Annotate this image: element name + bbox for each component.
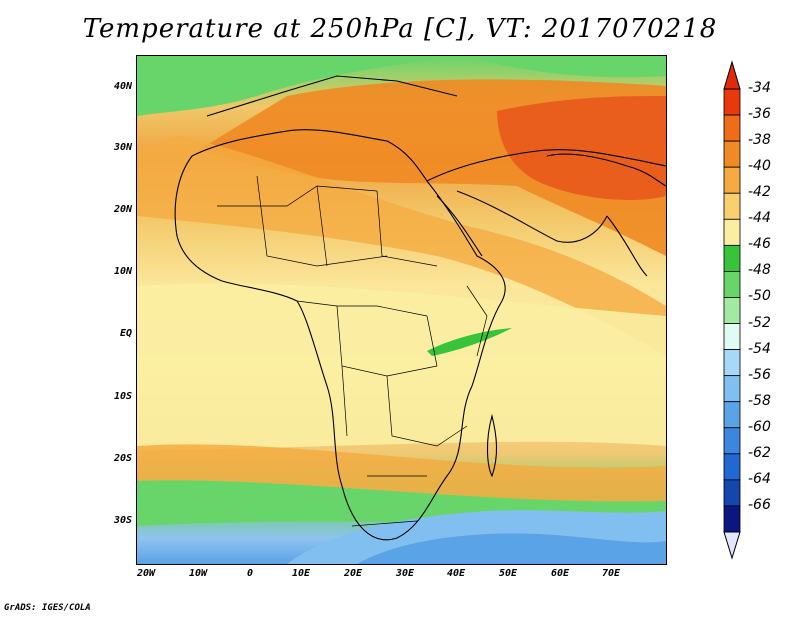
band-40 — [137, 136, 666, 356]
northwest-green — [137, 56, 457, 116]
lat-label-10n: 10N — [113, 266, 132, 277]
lon-label-30e: 30E — [395, 568, 415, 579]
colorbar-swatch — [723, 244, 741, 272]
colorbar-label: -56 — [748, 366, 771, 383]
colorbar-swatch — [723, 323, 741, 350]
colorbar-swatch — [723, 271, 741, 298]
lat-label-eq: EQ — [119, 328, 132, 339]
colorbar-swatch — [723, 401, 741, 429]
colorbar-label: -34 — [748, 80, 771, 96]
colorbar-label: -64 — [748, 470, 771, 487]
colorbar-label: -62 — [748, 444, 771, 461]
lon-label-40e: 40E — [446, 568, 466, 579]
grads-credit: GrADS: IGES/COLA — [4, 603, 91, 613]
colorbar-swatch — [723, 349, 741, 377]
colorbar-swatch — [723, 479, 741, 507]
colorbar-label: -52 — [748, 314, 771, 331]
colorbar-swatch — [723, 88, 741, 116]
lon-label-70e: 70E — [601, 568, 621, 579]
map-title: Temperature at 250hPa [C], VT: 201707021… — [82, 14, 718, 44]
lat-label-20s: 20S — [113, 453, 132, 464]
colorbar-label: -42 — [748, 184, 771, 201]
colorbar-label: -40 — [748, 158, 771, 175]
north-green-east — [467, 56, 666, 78]
colorbar-label: -48 — [748, 262, 771, 279]
colorbar-swatch — [723, 140, 741, 168]
colorbar-swatch — [723, 453, 741, 481]
colorbar-label: -44 — [748, 210, 771, 227]
colorbar — [723, 60, 741, 560]
colorbar-swatch — [723, 375, 741, 403]
colorbar-top-triangle — [723, 60, 741, 90]
lat-label-40n: 40N — [113, 81, 132, 92]
colorbar-swatch — [723, 427, 741, 455]
map-plot-area — [136, 55, 667, 565]
colorbar-label: -54 — [748, 340, 771, 357]
lon-label-60e: 60E — [550, 568, 570, 579]
colorbar-swatch — [723, 192, 741, 220]
colorbar-swatch — [723, 114, 741, 142]
lat-label-30s: 30S — [113, 515, 132, 526]
colorbar-label: -38 — [748, 132, 771, 149]
colorbar-label: -46 — [748, 236, 771, 253]
hot-core-asia — [497, 96, 666, 201]
lon-label-20e: 20E — [343, 568, 363, 579]
colorbar-swatch — [723, 297, 741, 324]
coldest-south — [357, 533, 666, 564]
colorbar-label: -50 — [748, 288, 771, 305]
colorbar-swatch — [723, 218, 741, 246]
lon-label-10w: 10W — [188, 568, 208, 579]
country-borders — [217, 175, 488, 527]
east-africa-green-patch — [427, 328, 512, 356]
colorbar-bottom-triangle — [723, 531, 741, 560]
colorbar-label: -58 — [748, 392, 771, 409]
colorbar-label: -66 — [748, 496, 771, 513]
colorbar-label: -36 — [748, 106, 771, 123]
colorbar-label: -60 — [748, 418, 771, 435]
colorbar-swatch — [723, 505, 741, 533]
africa-pale-belt — [137, 283, 666, 451]
lat-label-30n: 30N — [113, 142, 132, 153]
lat-label-10s: 10S — [113, 391, 132, 402]
lon-label-20w: 20W — [136, 568, 156, 579]
coastlines — [174, 75, 666, 541]
temperature-field — [137, 56, 666, 564]
southern-band — [137, 444, 666, 502]
lon-label-0: 0 — [246, 568, 254, 579]
lon-label-10e: 10E — [291, 568, 311, 579]
colorbar-swatch — [723, 166, 741, 194]
lon-label-50e: 50E — [498, 568, 518, 579]
lat-label-20n: 20N — [113, 204, 132, 215]
